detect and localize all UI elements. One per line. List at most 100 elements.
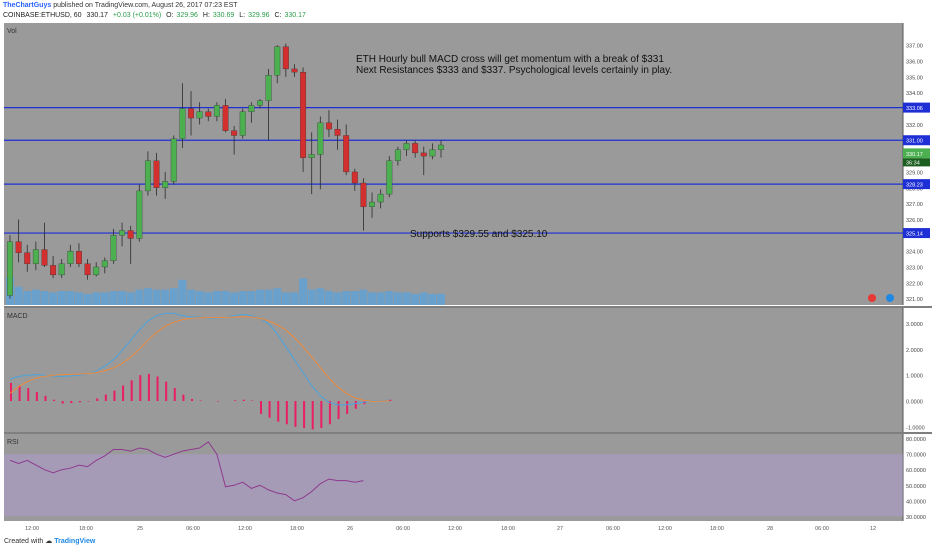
time-axis[interactable]: 12:00 18:00 25 06:00 12:00 18:00 26 06:00 12:00 1… (4, 521, 932, 533)
volume-bar (178, 279, 187, 305)
candle-down (360, 182, 367, 207)
candle-up (265, 75, 272, 101)
candle-down (188, 108, 194, 119)
volume-bar (31, 289, 40, 305)
candle-down (50, 265, 57, 276)
volume-bar (393, 292, 402, 305)
volume-bar (221, 291, 230, 305)
symbol-label[interactable]: COINBASE:ETHUSD, 60 (3, 12, 82, 19)
macd-tick-label: -1.0000 (906, 425, 925, 431)
volume-bar (126, 292, 135, 305)
price-tick-label: 336.00 (906, 60, 923, 66)
volume-bar (40, 291, 49, 305)
time-tick-label: 12 (870, 526, 876, 532)
volume-bar (92, 292, 101, 305)
time-tick-label: 18:00 (290, 526, 304, 532)
high-label: H: (202, 12, 210, 19)
macd-pane-background (4, 308, 903, 432)
time-tick-label: 12:00 (25, 526, 39, 532)
symbol-info: COINBASE:ETHUSD, 60 330.17 +0.03 (+0.01%… (3, 12, 309, 19)
volume-bar (247, 291, 256, 305)
rsi-band (4, 454, 903, 517)
price-tick-label: 327.00 (906, 202, 923, 208)
volume-bar (74, 292, 83, 305)
rsi-tick-label: 80.0000 (906, 437, 926, 443)
candle-up (58, 263, 65, 276)
level-tag (903, 179, 930, 190)
candle-down (412, 143, 419, 154)
volume-bar (187, 289, 196, 305)
price-change: +0.03 (+0.01%) (112, 12, 162, 19)
candle-down (351, 171, 358, 184)
macd-tick-label: 0.0000 (906, 400, 923, 406)
volume-bar (359, 289, 368, 305)
volume-bar (100, 292, 109, 305)
candle-up (136, 190, 143, 239)
volume-bar (402, 292, 411, 305)
candle-down (41, 249, 48, 266)
macd-tick-label: 3.0000 (906, 322, 923, 328)
annotation-line-1: ETH Hourly bull MACD cross will get mome… (356, 54, 664, 65)
candle-up (438, 144, 444, 150)
macd-pane[interactable]: MACD 3.0000 2.0000 1.0000 0.0000 -1.0000 (4, 306, 932, 432)
price-tick-label: 324.00 (906, 250, 923, 256)
price-tick-label: 335.00 (906, 75, 923, 81)
volume-bar (376, 292, 385, 305)
rsi-tick-label: 60.0000 (906, 468, 926, 474)
time-tick-label: 26 (347, 526, 353, 532)
candle-up (274, 46, 281, 76)
volume-bar (273, 288, 282, 305)
candle-down (205, 111, 212, 117)
rsi-tick-label: 30.0000 (906, 515, 926, 521)
time-axis-background (4, 521, 932, 533)
rsi-tick-label: 70.0000 (906, 453, 926, 459)
rsi-tick-label: 40.0000 (906, 499, 926, 505)
candle-up (394, 149, 401, 161)
time-tick-label: 12:00 (238, 526, 252, 532)
rsi-pane-label: RSI (7, 439, 19, 446)
level-tag (903, 228, 930, 239)
volume-bar (307, 289, 316, 305)
level-tag (903, 102, 930, 113)
volume-bar (23, 291, 32, 305)
volume-bar (255, 289, 264, 305)
price-pane-label: Vol (7, 28, 17, 35)
candle-down (325, 122, 332, 130)
volume-bar (83, 293, 92, 305)
countdown-label: 36:34 (906, 160, 920, 166)
candle-down (282, 46, 289, 70)
price-tick-label: 334.00 (906, 91, 923, 97)
countdown-tag (903, 158, 930, 167)
volume-bar (143, 288, 152, 305)
price-tick-label: 326.00 (906, 218, 923, 224)
level-tag-label: 333.06 (906, 106, 923, 112)
candle-up (67, 250, 74, 264)
rsi-pane[interactable]: RSI 80.0000 70.0000 60.0000 50.0000 40.0000 30… (4, 432, 932, 521)
candle-down (222, 105, 229, 131)
rsi-pane-price-axis (903, 434, 932, 521)
price-pane[interactable]: Vol337.00336.00335.00334.00333.00332.003… (4, 23, 932, 305)
volume-bar (66, 291, 75, 305)
price-tick-label: 337.00 (906, 44, 923, 50)
last-price-label: 330.17 (906, 152, 923, 158)
level-tag (903, 135, 930, 146)
volume-bar (212, 291, 221, 305)
time-tick-label: 27 (557, 526, 563, 532)
last-price: 330.17 (86, 12, 108, 19)
time-tick-label: 28 (767, 526, 773, 532)
price-tick-label: 329.00 (906, 170, 923, 176)
volume-bar (14, 286, 23, 305)
time-tick-label: 06:00 (606, 526, 620, 532)
tradingview-brand[interactable]: TradingView (54, 538, 96, 545)
publish-text: published on TradingView.com, August 26,… (53, 2, 238, 9)
signal-line (9, 316, 390, 403)
author-link[interactable]: TheChartGuys (3, 2, 52, 9)
price-tick-label: 323.00 (906, 265, 923, 271)
candle-down (153, 160, 160, 188)
volume-bar (49, 292, 58, 305)
time-tick-label: 18:00 (501, 526, 515, 532)
tradingview-logo-icon: ☁ (45, 538, 53, 545)
volume-bar (152, 289, 161, 305)
volume-bar (437, 293, 445, 305)
